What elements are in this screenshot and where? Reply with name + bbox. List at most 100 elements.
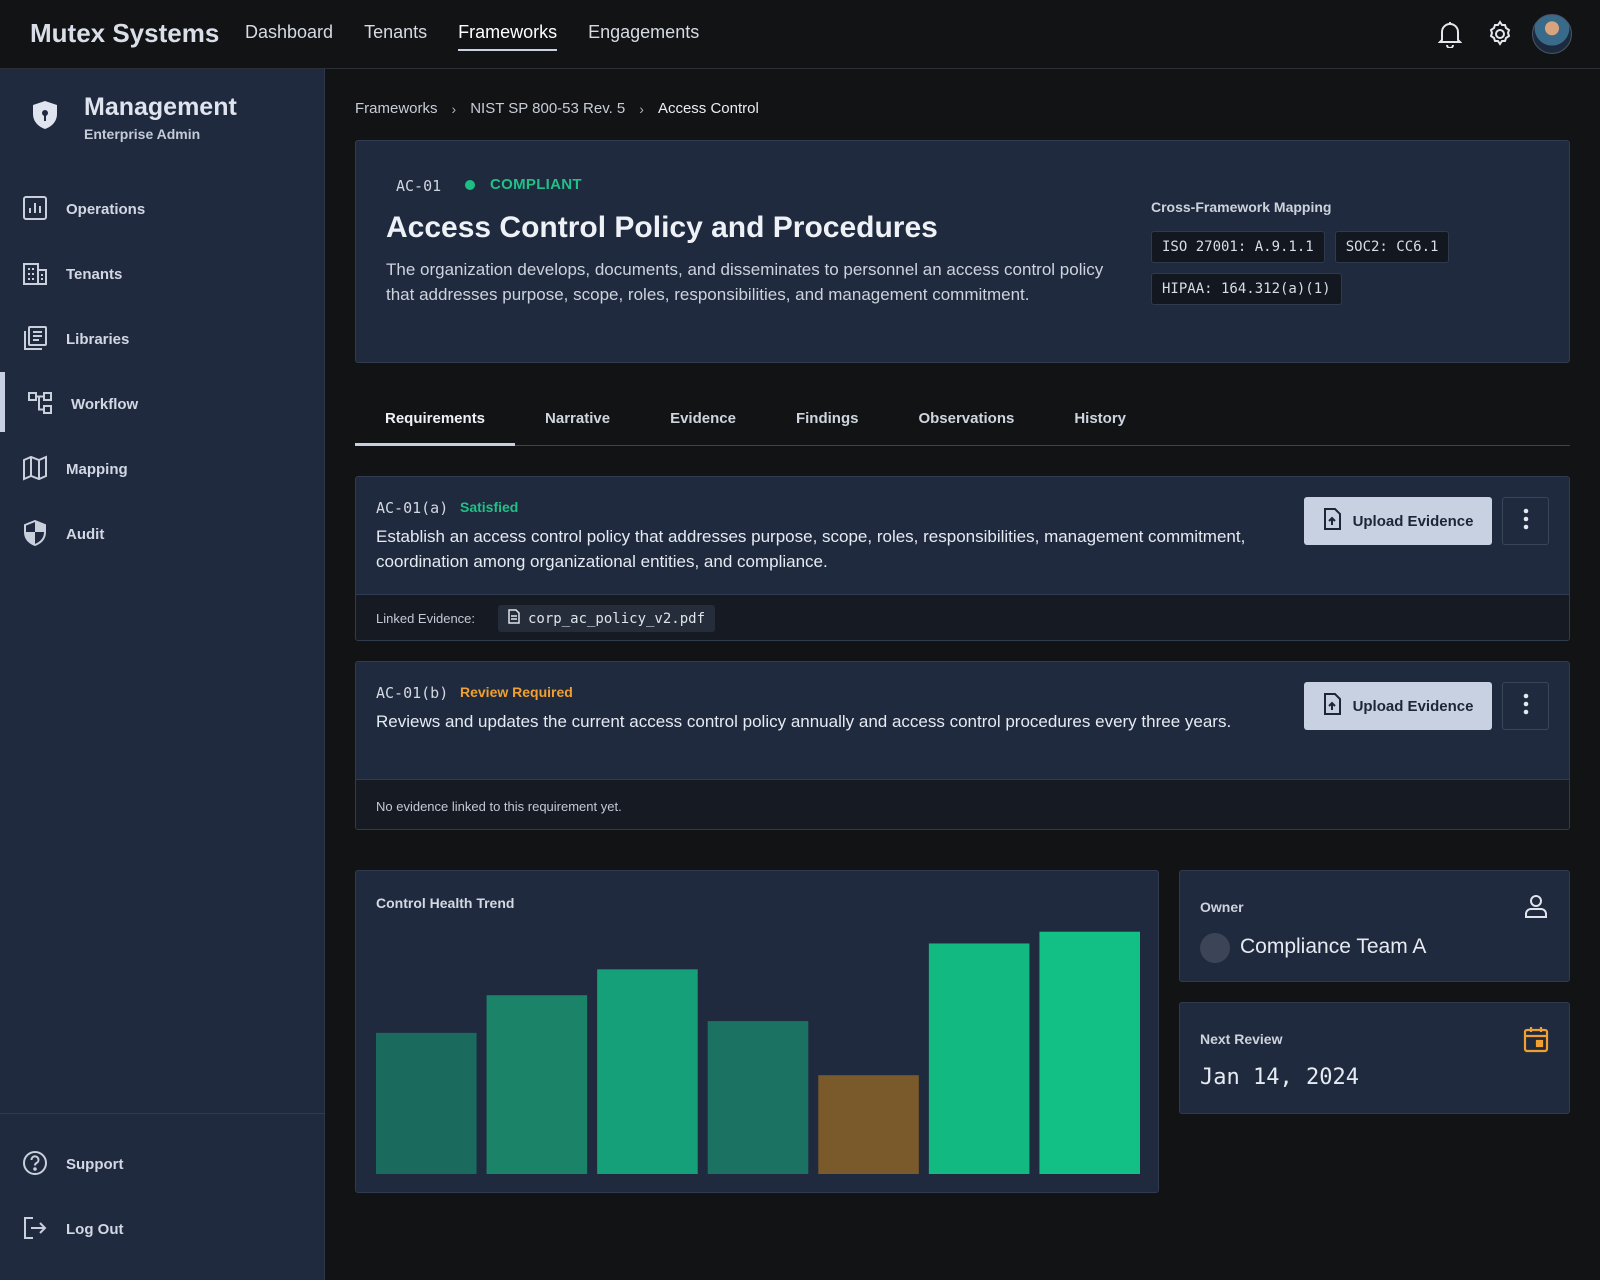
sidebar-item-tenants[interactable]: Tenants <box>0 242 325 307</box>
chevron-right-icon: › <box>451 100 457 117</box>
requirement-card: AC-01(b) Review Required Reviews and upd… <box>355 661 1570 830</box>
sidebar-item-label: Operations <box>66 201 146 218</box>
mapping-chip[interactable]: ISO 27001: A.9.1.1 <box>1151 231 1325 263</box>
shield-icon <box>22 519 48 550</box>
tab-observations[interactable]: Observations <box>918 410 1015 427</box>
sidebar-item-operations[interactable]: Operations <box>0 177 325 242</box>
trend-chart <box>376 931 1140 1174</box>
mapping-chips: ISO 27001: A.9.1.1 SOC2: CC6.1 HIPAA: 16… <box>1151 231 1481 305</box>
requirement-id: AC-01(a) <box>376 499 449 517</box>
building-icon <box>22 260 48 290</box>
sidebar-item-label: Support <box>66 1156 124 1173</box>
nav-dashboard[interactable]: Dashboard <box>245 22 334 42</box>
linked-evidence-row: No evidence linked to this requirement y… <box>356 779 1569 829</box>
linked-evidence-label: Linked Evidence: <box>376 611 476 626</box>
more-options-button[interactable] <box>1502 497 1549 545</box>
sidebar-item-label: Audit <box>66 526 105 543</box>
sidebar-item-support[interactable]: Support <box>0 1132 325 1197</box>
upload-evidence-label: Upload Evidence <box>1352 697 1474 715</box>
chevron-right-icon: › <box>639 100 644 117</box>
logout-icon <box>22 1215 48 1245</box>
tab-findings[interactable]: Findings <box>795 410 859 427</box>
sidebar-subtitle: Enterprise Admin <box>84 126 201 142</box>
sidebar-item-mapping[interactable]: Mapping <box>0 437 325 502</box>
requirement-text: Establish an access control policy that … <box>376 527 1246 571</box>
avatar[interactable] <box>1532 14 1572 54</box>
status-dot-icon <box>465 180 475 190</box>
owner-name[interactable]: Compliance Team A <box>1240 935 1427 958</box>
next-review-date[interactable]: Jan 14, 2024 <box>1200 1065 1359 1090</box>
breadcrumb-current: Access Control <box>657 100 759 117</box>
requirement-body: AC-01(b) Review Required Reviews and upd… <box>356 662 1569 779</box>
breadcrumb-framework[interactable]: NIST SP 800-53 Rev. 5 <box>470 100 626 117</box>
requirement-body: AC-01(a) Satisfied Establish an access c… <box>356 477 1569 594</box>
calendar-icon <box>1523 1025 1549 1058</box>
trend-bar <box>1039 931 1140 1174</box>
requirement-text: Reviews and updates the current access c… <box>376 712 1232 731</box>
tab-bar: Requirements Narrative Evidence Findings… <box>355 400 1570 446</box>
sidebar: Management Enterprise Admin Operations T… <box>0 69 325 1280</box>
linked-evidence-row: Linked Evidence: corp_ac_policy_v2.pdf <box>356 594 1569 640</box>
control-id: AC-01 <box>396 177 442 195</box>
tab-history[interactable]: History <box>1074 410 1127 427</box>
gear-icon[interactable] <box>1482 14 1518 54</box>
chart-title: Control Health Trend <box>376 895 515 911</box>
more-options-button[interactable] <box>1502 682 1549 730</box>
requirement-status: Review Required <box>460 684 573 700</box>
sidebar-footer: Support Log Out <box>0 1113 325 1262</box>
breadcrumb: Frameworks › NIST SP 800-53 Rev. 5 › Acc… <box>355 100 759 117</box>
sidebar-item-workflow[interactable]: Workflow <box>0 372 325 437</box>
upload-evidence-button[interactable]: Upload Evidence <box>1304 497 1492 545</box>
sidebar-item-label: Workflow <box>71 396 139 413</box>
status-badge: COMPLIANT <box>490 176 582 193</box>
bell-icon[interactable] <box>1432 14 1468 54</box>
map-icon <box>22 454 48 485</box>
page-title: Access Control Policy and Procedures <box>386 211 938 244</box>
top-nav: Dashboard Tenants Frameworks Engagements <box>245 22 699 51</box>
breadcrumb-frameworks[interactable]: Frameworks <box>355 100 438 117</box>
mapping-chip[interactable]: SOC2: CC6.1 <box>1334 231 1450 263</box>
user-icon <box>1523 893 1549 924</box>
nav-engagements[interactable]: Engagements <box>588 22 700 42</box>
evidence-file-name: corp_ac_policy_v2.pdf <box>528 610 706 627</box>
no-evidence-text: No evidence linked to this requirement y… <box>376 799 622 814</box>
control-health-trend-card: Control Health Trend <box>355 870 1159 1193</box>
requirement-card: AC-01(a) Satisfied Establish an access c… <box>355 476 1570 641</box>
tab-narrative[interactable]: Narrative <box>545 410 611 427</box>
next-review-card: Next Review Jan 14, 2024 <box>1179 1002 1570 1114</box>
sidebar-item-audit[interactable]: Audit <box>0 502 325 567</box>
operations-icon <box>22 195 48 225</box>
nav-tenants[interactable]: Tenants <box>364 22 428 42</box>
help-icon <box>22 1150 48 1180</box>
file-upload-icon <box>1323 508 1341 534</box>
nav-frameworks[interactable]: Frameworks <box>458 22 558 51</box>
brand-name[interactable]: Mutex Systems <box>30 18 220 48</box>
shield-icon <box>30 99 60 136</box>
evidence-file-chip[interactable]: corp_ac_policy_v2.pdf <box>498 605 716 632</box>
trend-bar <box>928 943 1030 1174</box>
library-icon <box>22 325 48 355</box>
sidebar-item-label: Log Out <box>66 1221 124 1238</box>
upload-evidence-button[interactable]: Upload Evidence <box>1304 682 1492 730</box>
trend-bar <box>818 1075 919 1174</box>
trend-bar <box>597 969 698 1174</box>
control-description: The organization develops, documents, an… <box>386 260 1104 304</box>
upload-evidence-label: Upload Evidence <box>1352 512 1474 530</box>
file-icon <box>508 609 520 628</box>
sidebar-item-logout[interactable]: Log Out <box>0 1197 325 1262</box>
owner-label: Owner <box>1200 899 1244 915</box>
owner-avatar <box>1200 933 1230 963</box>
next-review-label: Next Review <box>1200 1031 1283 1047</box>
file-upload-icon <box>1323 693 1341 719</box>
top-actions <box>1432 14 1572 54</box>
sidebar-item-label: Mapping <box>66 461 128 478</box>
sidebar-item-libraries[interactable]: Libraries <box>0 307 325 372</box>
trend-bar <box>486 995 588 1174</box>
tab-evidence[interactable]: Evidence <box>670 410 736 427</box>
mapping-chip[interactable]: HIPAA: 164.312(a)(1) <box>1151 273 1342 305</box>
trend-bar <box>376 1032 477 1174</box>
sidebar-nav: Operations Tenants Libraries Workflow Ma… <box>0 177 325 567</box>
requirement-status: Satisfied <box>460 499 519 515</box>
tab-requirements[interactable]: Requirements <box>355 400 516 446</box>
sidebar-header: Management Enterprise Admin <box>30 93 237 142</box>
